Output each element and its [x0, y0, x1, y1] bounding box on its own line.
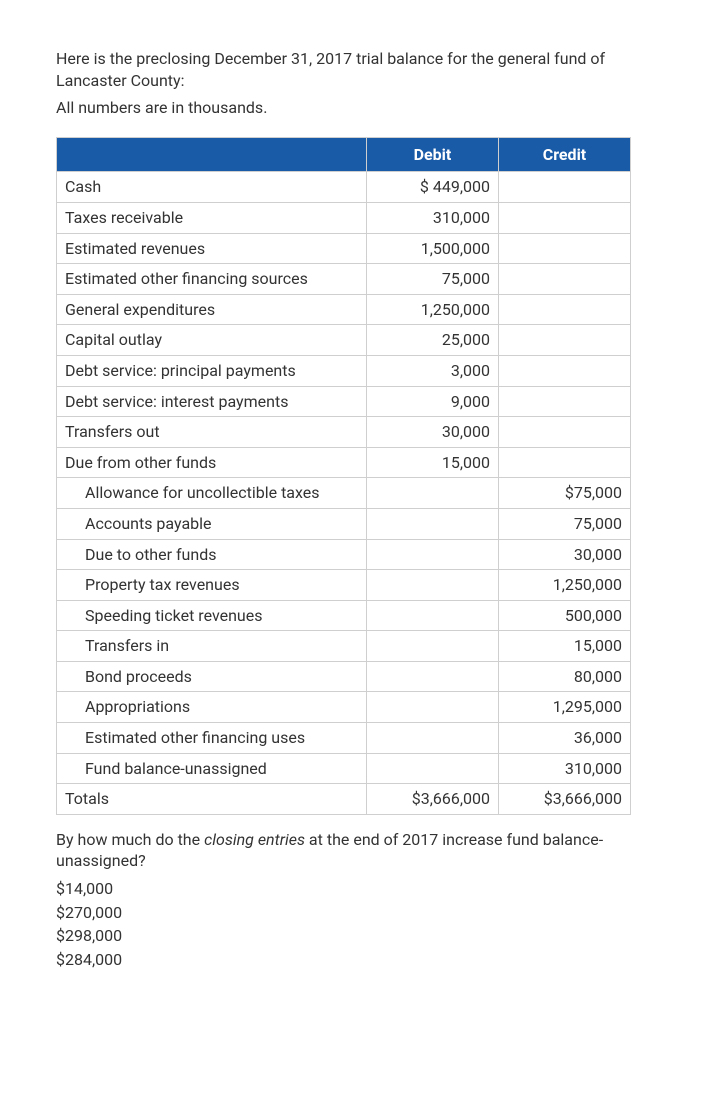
- account-cell: Speeding ticket revenues: [57, 600, 367, 631]
- account-cell: Debt service: principal payments: [57, 355, 367, 386]
- answer-option[interactable]: $14,000: [56, 878, 652, 900]
- question-pre: By how much do the: [56, 830, 204, 849]
- credit-cell: 15,000: [498, 631, 630, 662]
- intro-text: Here is the preclosing December 31, 2017…: [56, 48, 652, 91]
- credit-cell: [498, 355, 630, 386]
- credit-cell: [498, 294, 630, 325]
- account-cell: General expenditures: [57, 294, 367, 325]
- totals-row: Totals$3,666,000$3,666,000: [57, 784, 631, 815]
- table-row: Debt service: principal payments3,000: [57, 355, 631, 386]
- table-row: Appropriations 1,295,000: [57, 692, 631, 723]
- credit-cell: 30,000: [498, 539, 630, 570]
- credit-cell: [498, 172, 630, 203]
- account-cell: Accounts payable: [57, 508, 367, 539]
- account-cell: Appropriations: [57, 692, 367, 723]
- account-cell: Due to other funds: [57, 539, 367, 570]
- debit-cell: [366, 570, 498, 601]
- credit-cell: 1,250,000: [498, 570, 630, 601]
- debit-cell: 15,000: [366, 447, 498, 478]
- credit-cell: $75,000: [498, 478, 630, 509]
- debit-cell: 30,000: [366, 417, 498, 448]
- account-cell: Bond proceeds: [57, 661, 367, 692]
- debit-cell: [366, 600, 498, 631]
- credit-cell: 1,295,000: [498, 692, 630, 723]
- credit-cell: [498, 264, 630, 295]
- table-row: Cash$ 449,000: [57, 172, 631, 203]
- col-header-credit: Credit: [498, 137, 630, 172]
- account-cell: Capital outlay: [57, 325, 367, 356]
- table-row: Capital outlay25,000: [57, 325, 631, 356]
- table-row: Taxes receivable310,000: [57, 202, 631, 233]
- table-row: Due to other funds 30,000: [57, 539, 631, 570]
- note-text: All numbers are in thousands.: [56, 97, 652, 119]
- question-em: closing entries: [204, 830, 305, 849]
- debit-cell: 75,000: [366, 264, 498, 295]
- table-row: Estimated revenues1,500,000: [57, 233, 631, 264]
- account-cell: Due from other funds: [57, 447, 367, 478]
- table-row: Fund balance-unassigned 310,000: [57, 753, 631, 784]
- answer-options: $14,000$270,000$298,000$284,000: [56, 878, 652, 970]
- totals-credit: $3,666,000: [498, 784, 630, 815]
- col-header-debit: Debit: [366, 137, 498, 172]
- account-cell: Property tax revenues: [57, 570, 367, 601]
- table-row: Property tax revenues 1,250,000: [57, 570, 631, 601]
- table-row: Transfers out30,000: [57, 417, 631, 448]
- answer-option[interactable]: $284,000: [56, 949, 652, 971]
- debit-cell: [366, 661, 498, 692]
- table-row: Accounts payable 75,000: [57, 508, 631, 539]
- debit-cell: [366, 539, 498, 570]
- debit-cell: 3,000: [366, 355, 498, 386]
- debit-cell: [366, 631, 498, 662]
- account-cell: Taxes receivable: [57, 202, 367, 233]
- credit-cell: [498, 325, 630, 356]
- table-row: Speeding ticket revenues 500,000: [57, 600, 631, 631]
- account-cell: Estimated revenues: [57, 233, 367, 264]
- account-cell: Transfers in: [57, 631, 367, 662]
- debit-cell: [366, 723, 498, 754]
- credit-cell: [498, 417, 630, 448]
- table-row: Debt service: interest payments9,000: [57, 386, 631, 417]
- totals-label: Totals: [57, 784, 367, 815]
- credit-cell: 310,000: [498, 753, 630, 784]
- account-cell: Estimated other financing sources: [57, 264, 367, 295]
- debit-cell: [366, 508, 498, 539]
- table-row: Estimated other financing sources75,000: [57, 264, 631, 295]
- credit-cell: [498, 202, 630, 233]
- credit-cell: 75,000: [498, 508, 630, 539]
- debit-cell: 310,000: [366, 202, 498, 233]
- credit-cell: 500,000: [498, 600, 630, 631]
- credit-cell: [498, 233, 630, 264]
- account-cell: Transfers out: [57, 417, 367, 448]
- credit-cell: [498, 447, 630, 478]
- credit-cell: [498, 386, 630, 417]
- answer-option[interactable]: $298,000: [56, 925, 652, 947]
- trial-balance-table: Debit Credit Cash$ 449,000Taxes receivab…: [56, 137, 631, 815]
- account-cell: Fund balance-unassigned: [57, 753, 367, 784]
- table-row: General expenditures1,250,000: [57, 294, 631, 325]
- debit-cell: 1,500,000: [366, 233, 498, 264]
- credit-cell: 36,000: [498, 723, 630, 754]
- table-row: Transfers in 15,000: [57, 631, 631, 662]
- debit-cell: 25,000: [366, 325, 498, 356]
- debit-cell: [366, 478, 498, 509]
- account-cell: Cash: [57, 172, 367, 203]
- debit-cell: [366, 753, 498, 784]
- question-text: By how much do the closing entries at th…: [56, 829, 652, 872]
- table-row: Bond proceeds 80,000: [57, 661, 631, 692]
- debit-cell: [366, 692, 498, 723]
- totals-debit: $3,666,000: [366, 784, 498, 815]
- debit-cell: $ 449,000: [366, 172, 498, 203]
- debit-cell: 9,000: [366, 386, 498, 417]
- col-header-account: [57, 137, 367, 172]
- table-row: Estimated other financing uses 36,000: [57, 723, 631, 754]
- table-row: Allowance for uncollectible taxes $75,000: [57, 478, 631, 509]
- table-row: Due from other funds15,000: [57, 447, 631, 478]
- account-cell: Debt service: interest payments: [57, 386, 367, 417]
- account-cell: Estimated other financing uses: [57, 723, 367, 754]
- account-cell: Allowance for uncollectible taxes: [57, 478, 367, 509]
- debit-cell: 1,250,000: [366, 294, 498, 325]
- credit-cell: 80,000: [498, 661, 630, 692]
- answer-option[interactable]: $270,000: [56, 902, 652, 924]
